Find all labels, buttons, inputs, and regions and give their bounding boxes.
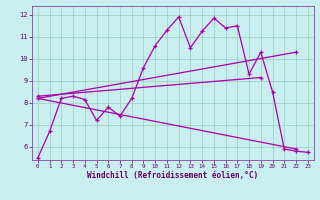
X-axis label: Windchill (Refroidissement éolien,°C): Windchill (Refroidissement éolien,°C) [87, 171, 258, 180]
